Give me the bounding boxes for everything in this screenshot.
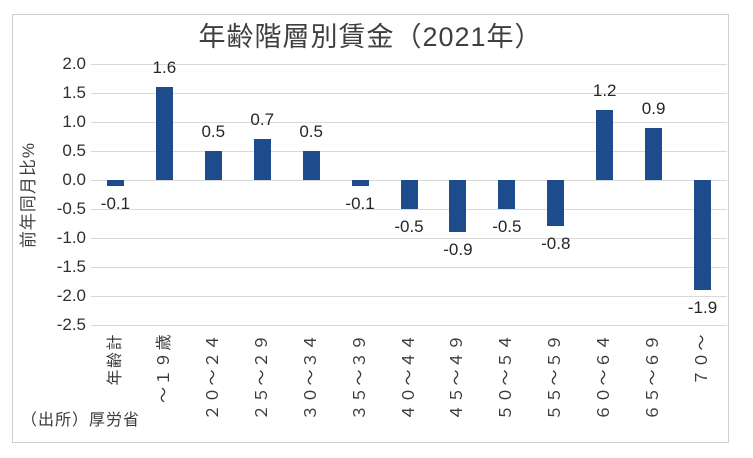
- gridline: [91, 266, 727, 268]
- bar-value-label: -0.5: [394, 217, 424, 236]
- bar-value-label: -0.8: [541, 234, 571, 254]
- gridline: [91, 208, 727, 210]
- x-category-label: ５０～５４: [498, 333, 516, 421]
- bar: [449, 180, 467, 233]
- bar-value-label: -0.1: [345, 193, 375, 213]
- x-category-label: ～１９歳: [155, 333, 173, 404]
- bar: [204, 151, 222, 180]
- x-category-label: ４０～４４: [400, 333, 418, 421]
- x-category-label: ３０～３４: [302, 333, 320, 421]
- x-category-label: ２５～２９: [253, 333, 271, 421]
- x-category-label: 年齢計: [106, 333, 124, 386]
- y-tick-label: -0.5: [56, 199, 86, 218]
- x-category-label: ４５～４９: [449, 333, 467, 421]
- y-tick-label: -1.5: [56, 257, 86, 276]
- gridline: [91, 150, 727, 152]
- x-category-label: ６０～６４: [596, 333, 614, 421]
- gridline: [91, 92, 727, 94]
- bar-value-label: 0.5: [201, 122, 226, 141]
- bar: [400, 180, 418, 209]
- chart-card: 年齢階層別賃金（2021年） 前年同月比% （出所）厚労省 2.0 1.5 1.0 0…: [12, 14, 729, 443]
- x-category-label: ３５～３９: [351, 333, 369, 421]
- y-tick-label: 1.5: [62, 83, 86, 102]
- bar-value-label: -0.1: [100, 193, 131, 213]
- source-note: （出所）厚労省: [21, 412, 141, 429]
- x-category-label: ５５～５９: [547, 333, 565, 421]
- bar: [302, 151, 320, 180]
- y-tick-label: 1.0: [62, 112, 86, 131]
- bar-value-label: -0.5: [492, 217, 522, 236]
- gridline: [91, 237, 727, 239]
- bar: [106, 180, 124, 186]
- x-category-label: ６５～６９: [645, 333, 663, 421]
- bar: [498, 180, 516, 209]
- bar-value-label: -0.9: [443, 240, 473, 260]
- bar-value-label: 0.7: [250, 110, 275, 130]
- bar-value-label: -1.9: [687, 298, 718, 318]
- x-category-label: ２０～２４: [204, 333, 222, 421]
- bar-value-label: 1.6: [152, 58, 177, 78]
- y-tick-label: 0.5: [62, 141, 86, 160]
- bar-value-label: 0.9: [641, 98, 666, 118]
- y-tick-label: 2.0: [62, 54, 86, 73]
- gridline: [91, 121, 727, 123]
- bar: [351, 180, 369, 186]
- bar-value-label: 0.5: [299, 122, 323, 141]
- bar: [253, 139, 271, 180]
- bar: [155, 87, 173, 180]
- gridline: [91, 63, 727, 65]
- x-category-label: ７０～: [694, 333, 712, 386]
- chart-title: 年齢階層別賃金（2021年）: [198, 22, 543, 52]
- bar: [596, 110, 614, 180]
- y-tick-label: -2.0: [56, 286, 86, 305]
- bar: [694, 180, 712, 291]
- gridline: [91, 324, 727, 326]
- gridline: [91, 295, 727, 297]
- y-tick-label: -1.0: [56, 228, 86, 247]
- bar-value-label: 1.2: [592, 81, 617, 101]
- bar: [547, 180, 565, 227]
- bar: [645, 127, 663, 180]
- y-tick-label: 0.0: [62, 170, 86, 189]
- y-tick-label: -2.5: [56, 315, 86, 334]
